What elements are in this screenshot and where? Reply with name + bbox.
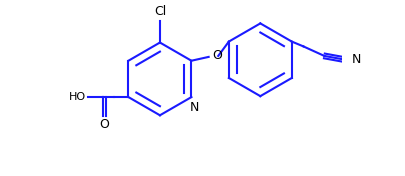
Text: Cl: Cl [153,5,166,18]
Text: O: O [212,49,222,62]
Text: N: N [189,101,198,114]
Text: O: O [99,118,109,131]
Text: HO: HO [69,92,86,102]
Text: N: N [351,53,360,66]
